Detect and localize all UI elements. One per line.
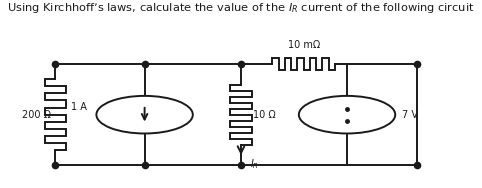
Text: $I_R$: $I_R$ xyxy=(250,157,259,171)
Circle shape xyxy=(96,96,193,133)
Text: 1 A: 1 A xyxy=(71,102,87,112)
Text: 10 mΩ: 10 mΩ xyxy=(288,40,320,50)
Text: 200 Ω: 200 Ω xyxy=(22,110,51,120)
Text: 10 Ω: 10 Ω xyxy=(253,110,276,120)
Text: 7 V: 7 V xyxy=(402,110,418,120)
Circle shape xyxy=(299,96,395,133)
Text: Using Kirchhoff’s laws, calculate the value of the $I_R$ current of the followin: Using Kirchhoff’s laws, calculate the va… xyxy=(7,1,475,15)
